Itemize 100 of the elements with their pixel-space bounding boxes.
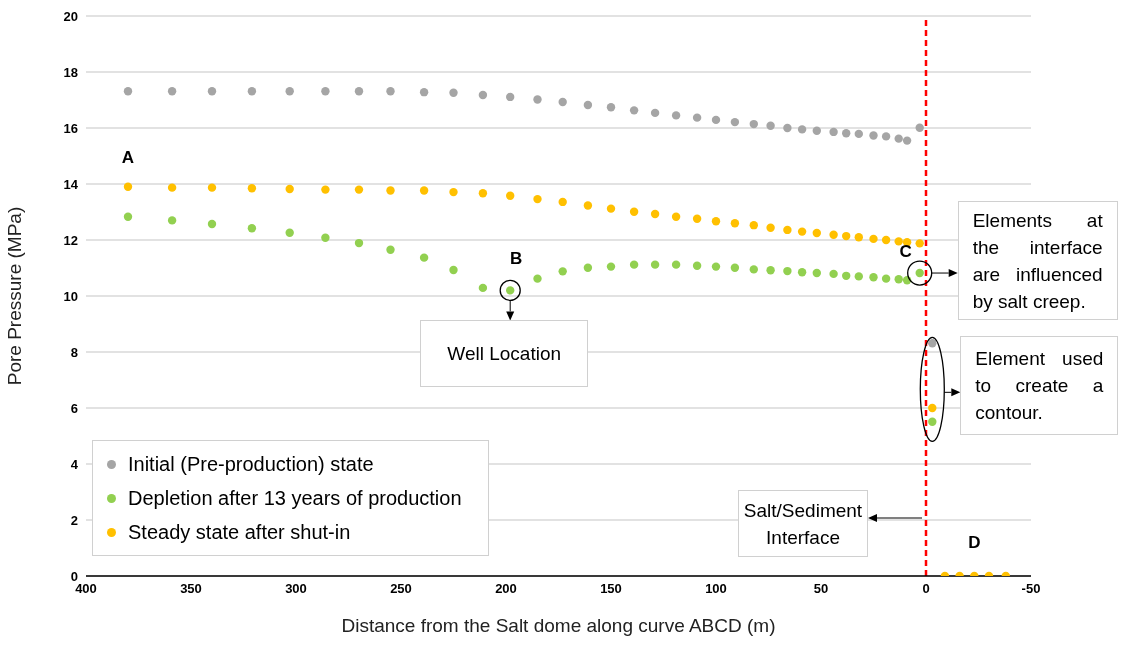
point (881, 132, 891, 141)
point (783, 225, 792, 235)
point (419, 87, 429, 97)
y-tick-label: 18 (63, 64, 78, 80)
point (829, 127, 838, 137)
point (854, 272, 863, 281)
point (902, 136, 912, 145)
point (812, 126, 821, 135)
x-tick-label: 0 (922, 581, 930, 597)
point (354, 185, 364, 194)
point (247, 224, 257, 233)
point (711, 115, 721, 125)
point (869, 131, 878, 140)
point (650, 209, 660, 219)
point (928, 403, 937, 413)
point (285, 184, 294, 194)
point (123, 212, 133, 221)
point (854, 233, 863, 242)
point (766, 223, 775, 232)
callout-box: Salt/Sediment Interface (738, 490, 868, 557)
x-tick-label: 200 (495, 581, 517, 597)
point (797, 268, 807, 277)
point (812, 268, 821, 278)
legend-label: Depletion after 13 years of production (128, 486, 462, 510)
x-tick-label: 400 (75, 581, 97, 597)
point (812, 228, 821, 238)
point (478, 90, 488, 100)
point (449, 88, 458, 97)
point (247, 87, 257, 96)
point (797, 227, 807, 236)
point (583, 100, 593, 110)
point (692, 261, 702, 270)
point (915, 123, 924, 132)
point (766, 121, 775, 130)
legend-label: Steady state after shut-in (128, 520, 351, 544)
point (449, 187, 458, 197)
x-tick-label: 150 (600, 581, 622, 597)
point (558, 197, 567, 207)
point (730, 219, 740, 228)
point (419, 186, 429, 195)
point (842, 271, 851, 281)
point (671, 212, 681, 221)
point (533, 95, 542, 104)
point (386, 186, 395, 195)
point (894, 237, 903, 246)
point (671, 260, 681, 269)
y-tick-label: 6 (70, 400, 78, 416)
point (730, 263, 740, 272)
point (783, 266, 792, 276)
point (321, 233, 330, 242)
point (419, 253, 429, 262)
point (829, 230, 838, 239)
y-tick-label: 8 (70, 344, 78, 360)
point (207, 219, 217, 229)
legend-label: Initial (Pre-production) state (128, 452, 374, 476)
point (354, 87, 364, 96)
point (478, 283, 488, 293)
point (783, 123, 792, 133)
annotation: A (120, 147, 136, 168)
point (606, 103, 616, 112)
point (894, 134, 903, 143)
point (207, 183, 217, 192)
point (449, 265, 458, 275)
y-tick-label: 2 (70, 512, 78, 528)
y-tick-label: 10 (63, 288, 78, 304)
point (894, 275, 903, 284)
point (207, 87, 217, 96)
point (321, 87, 330, 96)
point (881, 274, 891, 283)
y-tick-label: 14 (63, 176, 79, 192)
point (711, 217, 721, 226)
point (749, 220, 758, 230)
point (797, 125, 807, 134)
point (247, 184, 257, 193)
callout-box: Element used to create a contour. (960, 336, 1119, 436)
point (829, 269, 838, 279)
point (749, 119, 758, 129)
y-tick-label: 20 (63, 8, 78, 24)
point (671, 111, 681, 120)
point (749, 265, 758, 274)
callout-box: Elements at the interface are influenced by salt creep. (957, 201, 1118, 321)
point (928, 339, 937, 348)
annotation: Elements at the interface are influenced by salt creep. (972, 208, 1103, 314)
point (123, 182, 133, 191)
x-tick-label: 300 (285, 581, 307, 597)
point (285, 87, 294, 96)
point (533, 274, 542, 283)
point (629, 106, 639, 115)
point (766, 266, 775, 275)
point (692, 113, 702, 122)
y-tick-label: 16 (63, 120, 78, 136)
x-tick-label: 250 (390, 581, 412, 597)
x-axis-title: Distance from the Salt dome along curve ABCD (m) (341, 615, 776, 636)
point (881, 235, 891, 245)
point (842, 231, 851, 241)
point (583, 263, 593, 272)
point (606, 262, 616, 271)
point (583, 201, 593, 210)
callout-box: Well Location (420, 320, 589, 388)
annotation: B (509, 249, 524, 270)
